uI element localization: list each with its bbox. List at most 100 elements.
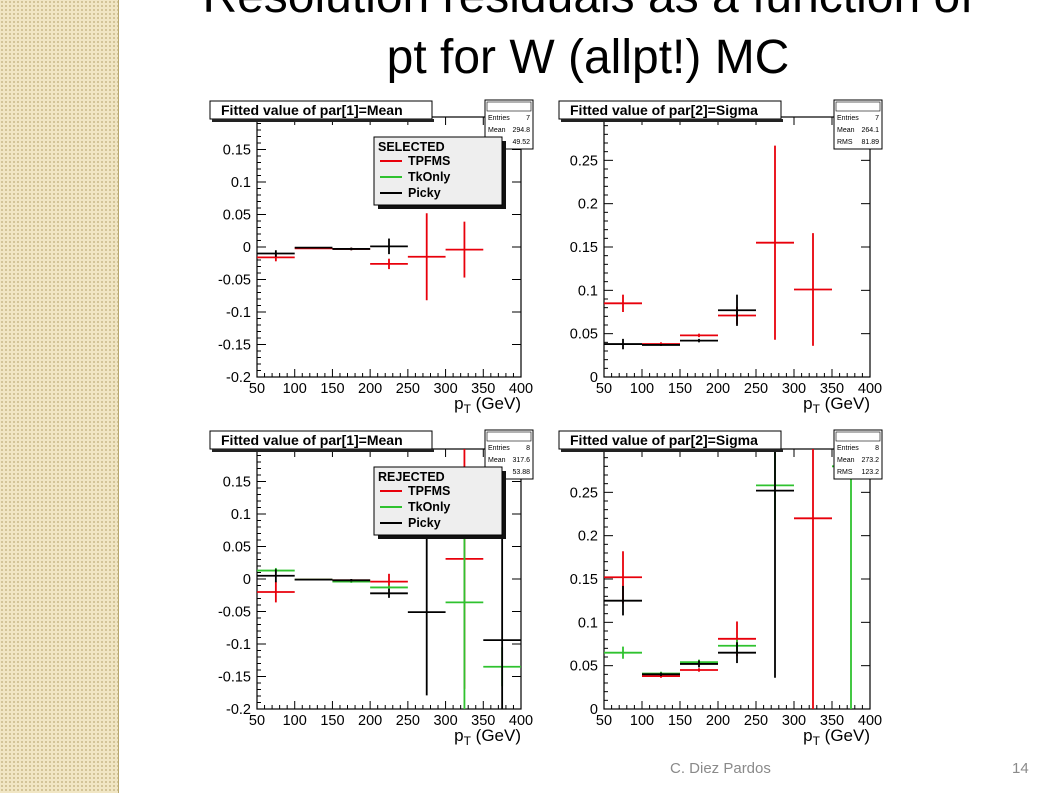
stats-value: 294.8 [512,127,530,134]
stats-value: 53.88 [512,469,530,476]
stats-label: Mean [488,127,506,134]
legend-label-Picky: Picky [408,516,441,530]
x-tick-label: 150 [320,381,344,397]
x-tick-label: 150 [320,713,344,729]
title-box-shadow [561,449,783,452]
legend-label-TkOnly: TkOnly [408,170,450,184]
y-tick-label: 0.15 [223,143,251,159]
stats-box-header [486,101,532,112]
decorative-sidebar [0,0,118,793]
stats-value: 7 [526,115,530,122]
x-tick-label: 150 [668,381,692,397]
x-axis-label: pT (GeV) [803,726,870,748]
chart-title: Fitted value of par[2]=Sigma [570,432,758,448]
y-tick-label: 0.05 [570,659,598,675]
x-tick-label: 250 [744,713,768,729]
x-tick-label: 300 [433,713,457,729]
x-tick-label: 100 [283,381,307,397]
stats-label: RMS [837,469,853,476]
legend-header: REJECTED [378,470,445,484]
title-box-shadow [561,119,783,122]
legend-label-Picky: Picky [408,186,441,200]
legend-label-TPFMS: TPFMS [408,154,450,168]
y-tick-label: 0.1 [231,175,251,191]
sidebar-divider [118,0,119,793]
x-tick-label: 350 [820,713,844,729]
chart-title: Fitted value of par[2]=Sigma [570,102,758,118]
x-tick-label: 100 [630,381,654,397]
x-tick-label: 400 [509,381,533,397]
y-tick-label: 0.15 [570,240,598,256]
y-tick-label: 0.25 [570,153,598,169]
x-tick-label: 250 [396,381,420,397]
x-axis-label: pT (GeV) [803,394,870,416]
x-tick-label: 50 [249,713,265,729]
stats-value: 264.1 [861,127,879,134]
y-tick-label: 0.05 [223,208,251,224]
stats-box-header [835,431,881,442]
plot-pad [553,100,883,390]
stats-label: Mean [837,457,855,464]
stats-box [833,99,883,150]
x-tick-label: 250 [744,381,768,397]
y-tick-label: -0.1 [226,637,251,653]
x-tick-label: 150 [668,713,692,729]
stats-label: Entries [837,445,859,452]
stats-box-header [486,431,532,442]
stats-value: 81.89 [861,139,879,146]
stats-label: Mean [837,127,855,134]
x-tick-label: 50 [596,713,612,729]
x-tick-label: 50 [596,381,612,397]
y-tick-label: 0.25 [570,485,598,501]
stats-label: RMS [837,139,853,146]
y-tick-label: 0 [590,702,598,718]
stats-value: 123.2 [861,469,879,476]
slide-title-line-1: Resolution residuals as a function of [118,0,1058,27]
x-tick-label: 350 [820,381,844,397]
stats-value: 317.6 [512,457,530,464]
legend-header: SELECTED [378,140,445,154]
y-tick-label: 0.2 [578,529,598,545]
y-tick-label: 0 [243,572,251,588]
x-tick-label: 350 [471,713,495,729]
chart-title: Fitted value of par[1]=Mean [221,102,403,118]
title-box-shadow [212,449,434,452]
x-tick-label: 200 [706,381,730,397]
y-tick-label: 0 [590,370,598,386]
y-tick-label: -0.15 [218,338,251,354]
slide-title-line-2: pt for W (allpt!) MC [386,31,790,84]
y-tick-label: -0.2 [226,370,251,386]
title-box-shadow [212,119,434,122]
stats-box [833,429,883,480]
y-tick-label: -0.2 [226,702,251,718]
y-tick-label: -0.05 [218,605,251,621]
stats-label: Entries [488,445,510,452]
y-tick-label: -0.15 [218,670,251,686]
stats-value: 273.2 [861,457,879,464]
plot-pad [553,430,883,720]
x-axis-label: pT (GeV) [454,394,521,416]
x-tick-label: 400 [858,713,882,729]
stats-value: 7 [875,115,879,122]
stats-value: 49.52 [512,139,530,146]
y-tick-label: -0.05 [218,273,251,289]
x-tick-label: 400 [509,713,533,729]
y-tick-label: 0.05 [570,327,598,343]
x-tick-label: 200 [358,381,382,397]
x-tick-label: 300 [782,713,806,729]
y-tick-label: 0.1 [578,615,598,631]
x-tick-label: 200 [706,713,730,729]
x-tick-label: 250 [396,713,420,729]
footer-page-number: 14 [1012,760,1029,777]
y-tick-label: 0.15 [223,475,251,491]
x-tick-label: 50 [249,381,265,397]
x-axis-label: pT (GeV) [454,726,521,748]
y-tick-label: 0.15 [570,572,598,588]
x-tick-label: 350 [471,381,495,397]
stats-box-header [835,101,881,112]
